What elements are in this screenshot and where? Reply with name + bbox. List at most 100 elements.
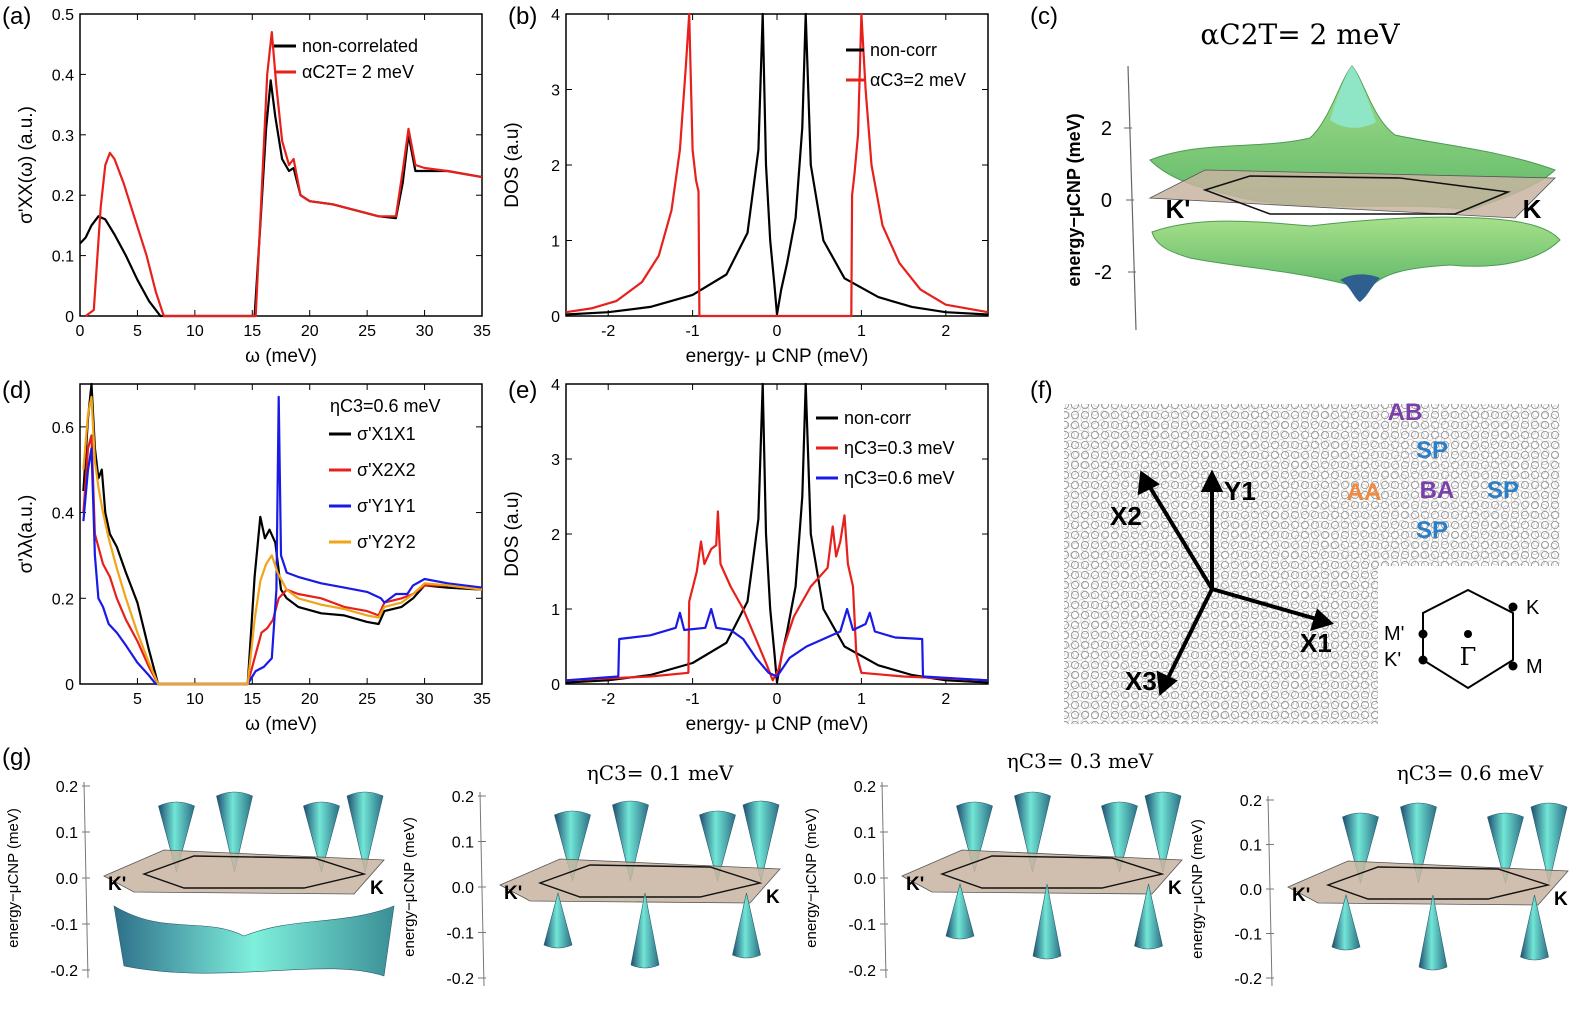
stacking-label-sp: SP bbox=[1416, 517, 1448, 544]
stacking-label-ba: BA bbox=[1420, 477, 1455, 504]
legend-label: σ'X1X1 bbox=[357, 424, 416, 444]
series-line bbox=[82, 382, 483, 686]
bz-k-label: K bbox=[1526, 597, 1540, 619]
x-tick-label: 15 bbox=[243, 323, 261, 340]
panel-label-b: (b) bbox=[508, 3, 537, 30]
panel-c-ztick-label: 0 bbox=[1101, 190, 1112, 212]
x-tick-label: 30 bbox=[416, 691, 434, 708]
chart-annotation: ηC3=0.6 meV bbox=[330, 396, 441, 416]
g-z-tick-label: 0.1 bbox=[452, 835, 474, 852]
g-z-tick-label: -0.1 bbox=[446, 926, 474, 943]
bz-m-prime-label: M' bbox=[1384, 623, 1404, 645]
panel-label-d: (d) bbox=[2, 377, 31, 404]
upper-band-peak bbox=[1330, 66, 1376, 128]
y-tick-label: 1 bbox=[551, 234, 560, 251]
dirac-cone bbox=[554, 810, 591, 883]
y-tick-label: 0.4 bbox=[52, 506, 74, 523]
x-tick-label: 1 bbox=[857, 323, 866, 340]
x-tick-label: 25 bbox=[358, 323, 376, 340]
y-tick-label: 0 bbox=[65, 309, 74, 326]
legend-label: αC2T= 2 meV bbox=[302, 62, 414, 82]
legend-label: ηC3=0.6 meV bbox=[844, 468, 955, 488]
g-z-tick-label: -0.2 bbox=[50, 963, 78, 980]
g-z-axis-label: energy−μCNP (meV) bbox=[5, 808, 22, 948]
dirac-cone bbox=[699, 810, 736, 883]
dirac-cone bbox=[1342, 812, 1379, 885]
g-z-tick-label: 0.0 bbox=[1240, 882, 1262, 899]
g-subpanel-title: ηC3= 0.3 meV bbox=[1007, 749, 1154, 773]
y-axis-label: DOS (a.u) bbox=[502, 491, 523, 577]
panel-label-e: (e) bbox=[508, 377, 537, 404]
stacking-label-aa: AA bbox=[1347, 479, 1382, 506]
panel-g-3d-bands: 0.2 0.1 0.0 -0.1 -0.2 energy−μCNP (meV) K' K 0.2… bbox=[5, 749, 1569, 988]
x-tick-label: 10 bbox=[186, 691, 204, 708]
y-tick-label: 0.6 bbox=[52, 420, 74, 437]
series-line bbox=[565, 12, 989, 318]
x1-arrowhead bbox=[1309, 608, 1334, 631]
bz-gamma-label: Γ bbox=[1460, 643, 1477, 671]
x-tick-label: 2 bbox=[941, 691, 950, 708]
g-z-axis-label: energy−μCNP (meV) bbox=[1189, 819, 1206, 959]
dirac-cone bbox=[742, 800, 780, 882]
x-tick-label: 35 bbox=[473, 691, 491, 708]
panel-c-z-label: energy−μCNP (meV) bbox=[1064, 113, 1084, 286]
panel-c-3d-bands: αC2T= 2 meV 2 0 -2 energy−μCNP (meV) K' … bbox=[1064, 18, 1561, 331]
x-tick-label: 0 bbox=[773, 691, 782, 708]
x-tick-label: 20 bbox=[301, 323, 319, 340]
y1-label: Y1 bbox=[1224, 476, 1256, 506]
g-subpanel-title: ηC3= 0.6 meV bbox=[1397, 761, 1544, 785]
panel-label-a: (a) bbox=[2, 3, 31, 30]
x-tick-label: 30 bbox=[416, 323, 434, 340]
stacking-label-ab: AB bbox=[1388, 399, 1423, 426]
g-z-axis bbox=[83, 781, 89, 979]
x3-arrowhead bbox=[1156, 670, 1178, 696]
y-axis-label: σ'XX(ω) (a.u.) bbox=[16, 106, 37, 224]
dirac-cone bbox=[612, 800, 649, 882]
bz-hexagon bbox=[1422, 588, 1514, 690]
lower-cone bbox=[1331, 893, 1361, 951]
g-brillouin-hexagon bbox=[537, 864, 763, 898]
y-tick-label: 2 bbox=[551, 158, 560, 175]
y-tick-label: 0.5 bbox=[52, 7, 74, 24]
lower-cone bbox=[1134, 883, 1163, 950]
y-tick-label: 4 bbox=[551, 7, 560, 24]
dirac-cone bbox=[1144, 791, 1182, 873]
dirac-cone bbox=[346, 791, 384, 873]
g-z-tick-label: 0.2 bbox=[854, 779, 876, 796]
x-tick-label: 10 bbox=[186, 323, 204, 340]
g-brillouin-plane bbox=[1287, 860, 1569, 906]
x-tick-label: -1 bbox=[685, 323, 699, 340]
m-point bbox=[1508, 661, 1518, 671]
g-kprime-label: K' bbox=[1292, 885, 1310, 906]
x-tick-label: 25 bbox=[358, 691, 376, 708]
dirac-cone bbox=[216, 791, 253, 873]
g-brillouin-plane bbox=[103, 849, 385, 895]
legend-label: non-correlated bbox=[302, 36, 418, 56]
x-axis-label: ω (meV) bbox=[245, 714, 317, 735]
g-brillouin-hexagon bbox=[939, 855, 1165, 889]
g-z-tick-label: -0.1 bbox=[1234, 927, 1262, 944]
y-tick-label: 0.4 bbox=[52, 67, 74, 84]
g-kprime-label: K' bbox=[504, 883, 522, 904]
g-z-axis bbox=[1267, 795, 1273, 987]
y-tick-label: 3 bbox=[551, 452, 560, 469]
panel-c-z-axis bbox=[1127, 65, 1137, 331]
g-brillouin-hexagon bbox=[141, 855, 367, 889]
x3-axis bbox=[1164, 588, 1214, 683]
series-line bbox=[82, 395, 483, 686]
g-z-axis bbox=[479, 791, 485, 987]
stacking-label-sp: SP bbox=[1416, 437, 1448, 464]
g-z-axis-label: energy−μCNP (meV) bbox=[803, 808, 820, 948]
g-brillouin-plane bbox=[499, 858, 781, 904]
series-line bbox=[85, 31, 483, 318]
chart-d: 5 10 15 20 25 30 35 0 0.2 0.4 0.6 ω (meV) σ'λλ(a.u.)… bbox=[16, 382, 491, 735]
y-tick-label: 4 bbox=[551, 377, 560, 394]
g-z-tick-label: 0.2 bbox=[56, 779, 78, 796]
x-tick-label: -1 bbox=[685, 691, 699, 708]
g-z-tick-label: 0.1 bbox=[1240, 838, 1262, 855]
series-line bbox=[565, 607, 989, 682]
x-axis-label: energy- μ CNP (meV) bbox=[686, 714, 869, 735]
lower-band-surface bbox=[1151, 216, 1561, 291]
dirac-cone bbox=[1014, 791, 1051, 873]
